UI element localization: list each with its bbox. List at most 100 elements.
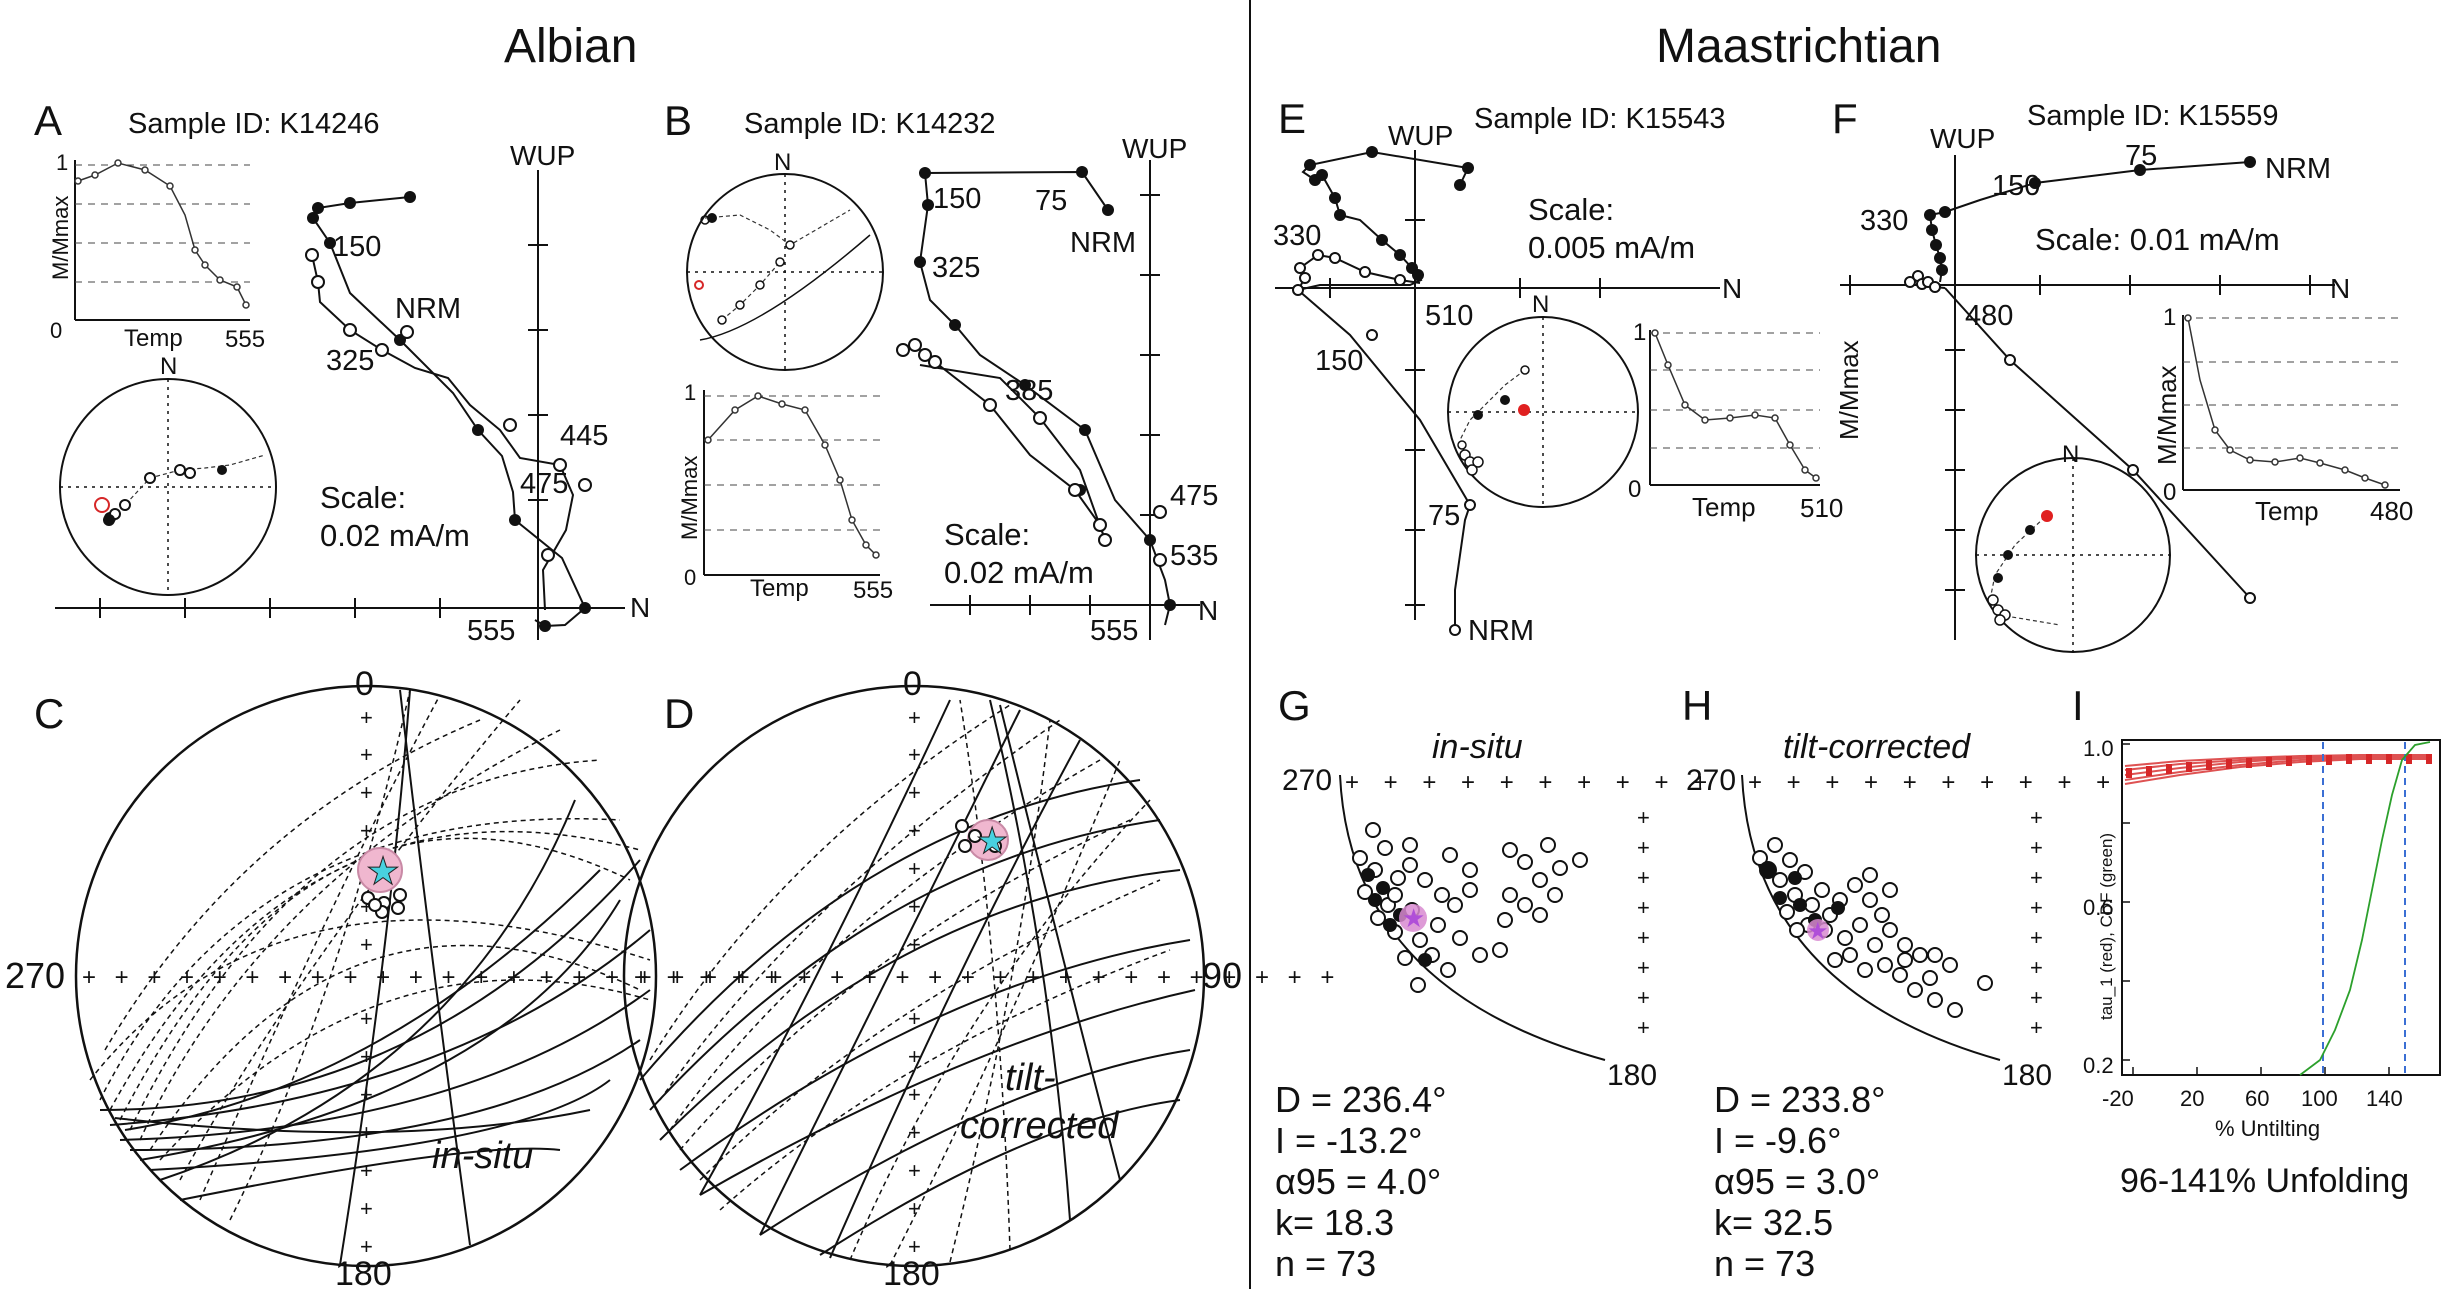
svg-text:+: + [908,1196,921,1221]
panel-f-sample-id: Sample ID: K15559 [2027,100,2278,132]
svg-text:+: + [2030,1015,2043,1040]
svg-text:+: + [360,780,373,805]
panel-f-inset-ylabel: M/Mmax [2152,365,2182,465]
panel-f-inset-y1: 1 [2163,304,2176,331]
panel-f-nrm: NRM [2265,153,2331,185]
svg-text:+: + [360,742,373,767]
svg-text:+: + [908,894,921,919]
panel-f-wup: WUP [1930,123,1995,154]
panel-b-nrm: NRM [1070,227,1136,259]
panel-i-ytick-1: 1.0 [2083,736,2114,761]
svg-text:+: + [1637,805,1650,830]
panel-b-letter: B [664,97,692,144]
panel-a-nrm: NRM [395,293,461,325]
svg-text:+: + [908,1158,921,1183]
panel-c-label: in-situ [432,1135,533,1177]
svg-text:+: + [360,932,373,957]
panel-a-inset-xmax: 555 [225,326,265,353]
panel-a-zijderveld: WUP N 150 NRM 325 445 475 555 Scale: 0.0… [55,140,650,647]
panel-g-crosshair-v: + + + + + + + + [1637,805,1650,1040]
panel-c-mean-confidence [357,847,403,893]
panel-a-stereonet: N [59,353,277,596]
panel-a-step-475: 475 [520,468,568,500]
svg-text:+: + [1637,865,1650,890]
panel-c-crosshair-h: + + + + + + + + + + + + + + + + + + + + … [82,964,788,991]
svg-text:+: + [1637,925,1650,950]
panel-i-letter: I [2072,682,2084,729]
section-title-maastrichtian: Maastrichtian [1656,20,1941,73]
panel-h-title: tilt-corrected [1783,728,1971,766]
panel-e-inset-xmax: 510 [1800,493,1843,523]
panel-i: I 1.0 0.6 0.2 -20 20 60 100 140 % Untilt… [2072,682,2441,1200]
svg-text:+: + [1637,835,1650,860]
svg-text:+: + [908,780,921,805]
panel-h-stat-k: k= 32.5 [1714,1202,1833,1243]
panel-h-stat-n: n = 73 [1714,1243,1815,1284]
panel-b-stereo-n: N [774,149,791,176]
svg-text:+: + [360,1158,373,1183]
panel-e-stereo-n: N [1532,291,1549,318]
panel-c-great-circles-dashed [89,689,651,1221]
panel-e-wup: WUP [1388,120,1453,151]
panel-g-stat-d: D = 236.4° [1275,1079,1447,1120]
panel-i-caption: 96-141% Unfolding [2120,1162,2409,1200]
panel-b-inset-xlabel: Temp [750,575,809,602]
panel-a-inset-ylabel: M/Mmax [48,196,73,280]
panel-b-zijderveld: WUP N 150 75 NRM 325 385 475 535 555 Sca… [896,133,1218,647]
panel-b-step-385: 385 [1005,375,1053,407]
panel-a-intensity-inset: 1 0 M/Mmax Temp 555 [48,150,265,353]
svg-text:+: + [2030,895,2043,920]
panel-c-top-label: 0 [355,665,374,703]
panel-b-inset-y1: 1 [684,380,696,405]
panel-h-quadrant-arc [1741,774,2001,1061]
panel-d-crosshair-h: + + + + + + + + + + + + + + + + + + + + … [634,964,1340,991]
panel-b-n-axis: N [1198,595,1218,626]
svg-text:+: + [908,1006,921,1031]
panel-f-scale: Scale: 0.01 mA/m [2035,222,2280,257]
panel-e-inset-y0: 0 [1628,476,1641,503]
svg-text:+: + [2030,985,2043,1010]
panel-i-ytick-3: 0.2 [2083,1053,2114,1078]
svg-text:+: + [1637,895,1650,920]
panel-i-xlabel: % Untilting [2215,1116,2320,1141]
panel-g-crosshair-h: + + + + + + + + + + [1345,769,1716,796]
panel-i-xtick-4: 100 [2301,1086,2338,1111]
panel-g-axis-180: 180 [1607,1059,1657,1092]
panel-a-step-150: 150 [333,231,381,263]
panel-f-step-480: 480 [1965,300,2013,332]
panel-e-nrm: NRM [1468,615,1534,647]
panel-e-step-330: 330 [1273,220,1321,252]
panel-i-ytick-2: 0.6 [2083,895,2114,920]
panel-c-letter: C [34,690,64,737]
panel-b-stereonet: N [686,149,884,371]
panel-g: G in-situ 270 180 + + + + + + + + + + ++… [1275,682,1716,1284]
panel-b-sample-id: Sample ID: K14232 [744,108,995,140]
panel-h-crosshair-v: + + + + + + + + [2030,805,2043,1040]
panel-g-stat-k: k= 18.3 [1275,1202,1394,1243]
panel-i-xtick-3: 60 [2245,1086,2269,1111]
svg-text:+: + [908,705,921,730]
panel-d: D 0 90 180 + + + + + + + + + + + + + + +… [622,665,1340,1289]
svg-text:+: + [908,1082,921,1107]
panel-c-great-circles-solid [99,689,651,1266]
svg-text:+: + [1637,1015,1650,1040]
svg-text:+: + [360,818,373,843]
svg-text:+: + [2030,865,2043,890]
panel-d-label-2: corrected [960,1105,1120,1147]
panel-h-axis-270: 270 [1686,764,1736,797]
panel-h-axis-180: 180 [2002,1059,2052,1092]
panel-f-inset-xmax: 480 [2370,496,2413,526]
panel-c: C 0 270 180 + + + + + + + + + + + + + + … [5,665,788,1289]
panel-f-step-330: 330 [1860,205,1908,237]
panel-b-step-475: 475 [1170,480,1218,512]
panel-a-step-445: 445 [560,420,608,452]
panel-e-letter: E [1278,95,1306,142]
svg-text:+: + [908,856,921,881]
panel-i-xtick-2: 20 [2180,1086,2204,1111]
panel-e-step-75: 75 [1428,500,1460,532]
svg-text:+: + [1637,985,1650,1010]
panel-a: A Sample ID: K14246 1 0 M/Mmax Temp 555 [34,97,650,647]
panel-b-scale-1: Scale: [944,517,1030,552]
panel-g-letter: G [1278,682,1311,729]
panel-b-step-535: 535 [1170,540,1218,572]
